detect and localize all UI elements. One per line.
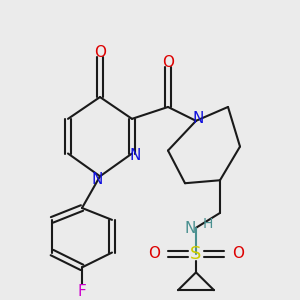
Text: N: N [129, 148, 141, 163]
Text: O: O [232, 246, 244, 261]
Text: N: N [184, 221, 196, 236]
Text: O: O [94, 45, 106, 60]
Text: F: F [78, 284, 86, 299]
Text: O: O [162, 55, 174, 70]
Text: N: N [91, 172, 103, 187]
Text: N: N [192, 111, 204, 126]
Text: S: S [190, 244, 202, 262]
Text: H: H [203, 217, 213, 231]
Text: O: O [148, 246, 160, 261]
